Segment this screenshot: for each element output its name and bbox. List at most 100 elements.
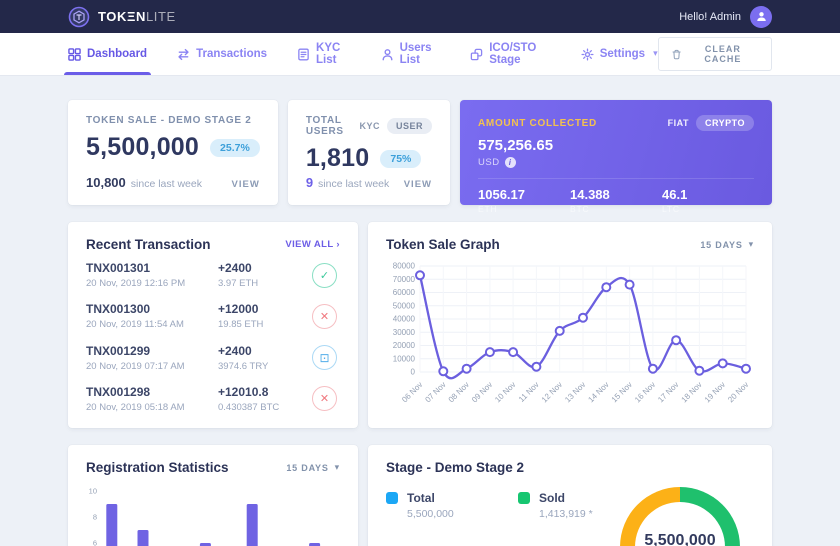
stage-title: Stage - Demo Stage 2 bbox=[386, 460, 525, 475]
stats-row: TOKEN SALE - DEMO STAGE 2 5,500,000 25.7… bbox=[68, 100, 772, 214]
registration-statistics-card: Registration Statistics 15 DAYS ▾ 108642 bbox=[68, 445, 358, 546]
legend-swatch-total bbox=[386, 492, 398, 504]
legend-item-sold: Sold 1,413,919 * bbox=[518, 491, 618, 541]
total-users-card: TOTAL USERS KYC USER 1,810 75% 9 since la… bbox=[287, 100, 450, 205]
coin-value: 14.388 bbox=[570, 187, 610, 202]
line-range-dropdown[interactable]: 15 DAYS ▾ bbox=[700, 240, 754, 250]
coin-eth: 1056.17 ETH bbox=[478, 187, 570, 214]
brand-logo[interactable]: TOKΞNLITE bbox=[68, 6, 176, 28]
document-list-icon bbox=[298, 48, 309, 60]
svg-text:40000: 40000 bbox=[393, 315, 416, 324]
token-sale-view-link[interactable]: VIEW bbox=[231, 179, 260, 190]
delta-note: since last week bbox=[318, 178, 390, 190]
token-sale-graph-card: Token Sale Graph 15 DAYS ▾ 0 10000 20000 30… bbox=[368, 222, 772, 428]
nav-item-transactions[interactable]: Transactions bbox=[177, 33, 267, 75]
svg-text:70000: 70000 bbox=[393, 275, 416, 284]
chevron-down-icon: ▾ bbox=[653, 49, 658, 59]
clear-cache-button[interactable]: CLEAR CACHE bbox=[657, 37, 772, 71]
amount-value: 575,256.65 bbox=[478, 137, 554, 154]
tx-id: TNX001300 bbox=[86, 302, 151, 317]
transaction-row[interactable]: TNX001301 20 Nov, 2019 12:16 PM +2400 3.97… bbox=[86, 261, 340, 289]
svg-text:6: 6 bbox=[93, 539, 97, 546]
transaction-row[interactable]: TNX001300 20 Nov, 2019 11:54 AM +12000 19.… bbox=[86, 302, 340, 330]
tx-amount: +2400 bbox=[218, 343, 252, 358]
svg-text:30000: 30000 bbox=[393, 328, 416, 337]
nav-label: KYC List bbox=[316, 42, 341, 66]
coin-value: 46.1 bbox=[662, 187, 688, 202]
svg-text:10 Nov: 10 Nov bbox=[493, 380, 517, 404]
stage-donut-chart: 5,500,000 TLE bbox=[620, 487, 740, 546]
greeting-text: Hello! Admin bbox=[679, 10, 741, 23]
fiat-toggle[interactable]: FIAT bbox=[667, 118, 689, 128]
amount-collected-title: AMOUNT COLLECTED bbox=[478, 117, 597, 129]
tokenlite-logo-icon bbox=[68, 6, 90, 27]
donut-ring bbox=[620, 487, 740, 546]
legend-label: Total bbox=[407, 491, 435, 505]
nav-item-settings[interactable]: Settings ▾ bbox=[581, 33, 658, 75]
nav-item-ico-sto-stage[interactable]: ICO/STO Stage bbox=[470, 33, 550, 75]
nav-label: Settings bbox=[599, 48, 646, 60]
tx-id: TNX001299 bbox=[86, 343, 151, 358]
amount-collected-card: AMOUNT COLLECTED FIAT CRYPTO 575,256.65 … bbox=[460, 100, 772, 214]
user-avatar[interactable] bbox=[750, 5, 772, 28]
tx-id: TNX001298 bbox=[86, 384, 151, 399]
recent-transactions-card: Recent Transaction VIEW ALL › TNX001301 2… bbox=[68, 222, 358, 428]
tx-status-pending-icon: ⊡ bbox=[312, 345, 337, 371]
svg-text:14 Nov: 14 Nov bbox=[586, 380, 610, 404]
registration-bar-chart: 108642 bbox=[89, 487, 321, 546]
token-sale-percent-badge: 25.7% bbox=[210, 138, 260, 157]
transactions-title: Recent Transaction bbox=[86, 237, 211, 252]
tx-date: 20 Nov, 2019 11:54 AM bbox=[86, 319, 184, 331]
total-users-percent-badge: 75% bbox=[380, 149, 422, 168]
amount-currency: USD bbox=[478, 157, 500, 168]
svg-text:8: 8 bbox=[93, 513, 97, 522]
nav-item-users-list[interactable]: Users List bbox=[381, 33, 441, 75]
legend-value: 1,413,919 * bbox=[539, 508, 593, 520]
tx-status-failed-icon: ✕ bbox=[312, 303, 337, 329]
transaction-row[interactable]: TNX001299 20 Nov, 2019 07:17 AM +2400 3974… bbox=[86, 344, 340, 372]
legend-value: 5,500,000 bbox=[407, 508, 454, 520]
total-users-delta: 9 bbox=[305, 175, 314, 190]
transaction-row[interactable]: TNX001298 20 Nov, 2019 05:18 AM +12010.8 0… bbox=[86, 385, 340, 413]
crypto-toggle[interactable]: CRYPTO bbox=[695, 115, 754, 131]
legend-label: Sold bbox=[539, 491, 565, 505]
stage-card: Stage - Demo Stage 2 Total 5,500,000 Sold… bbox=[368, 445, 772, 546]
dashboard-grid-icon bbox=[68, 47, 81, 61]
tx-date: 20 Nov, 2019 07:17 AM bbox=[86, 360, 185, 372]
svg-text:18 Nov: 18 Nov bbox=[680, 380, 704, 404]
kyc-toggle[interactable]: KYC bbox=[359, 121, 380, 131]
svg-text:09 Nov: 09 Nov bbox=[470, 380, 494, 404]
dashboard-content: TOKEN SALE - DEMO STAGE 2 5,500,000 25.7… bbox=[0, 76, 840, 546]
tx-amount: +2400 bbox=[218, 261, 252, 275]
user-toggle[interactable]: USER bbox=[386, 118, 432, 134]
total-users-value: 1,810 bbox=[305, 144, 370, 172]
svg-text:15 Nov: 15 Nov bbox=[610, 380, 634, 404]
nav-item-kyc-list[interactable]: KYC List bbox=[297, 33, 351, 75]
nav-label: Transactions bbox=[196, 48, 268, 60]
tx-date: 20 Nov, 2019 05:18 AM bbox=[86, 401, 185, 413]
main-nav: Dashboard Transactions KYC List Users Li… bbox=[0, 33, 840, 76]
svg-text:50000: 50000 bbox=[393, 301, 416, 310]
range-label: 15 DAYS bbox=[700, 239, 743, 250]
trash-icon bbox=[672, 49, 681, 59]
coin-btc: 14.388 BTC bbox=[570, 187, 662, 214]
middle-row: Recent Transaction VIEW ALL › TNX001301 2… bbox=[68, 222, 772, 428]
view-all-link[interactable]: VIEW ALL › bbox=[285, 239, 340, 250]
bar-range-dropdown[interactable]: 15 DAYS ▾ bbox=[286, 463, 340, 473]
token-sale-line-chart: 0 10000 20000 30000 40000 50000 60000 70000 8000… bbox=[393, 262, 751, 404]
chevron-down-icon: ▾ bbox=[334, 462, 340, 473]
token-sale-value: 5,500,000 bbox=[86, 133, 200, 161]
nav-label: Users List bbox=[399, 42, 432, 66]
svg-text:10000: 10000 bbox=[393, 354, 416, 363]
svg-text:13 Nov: 13 Nov bbox=[563, 380, 587, 404]
tx-sub-amount: 3.97 ETH bbox=[218, 278, 259, 289]
total-users-title: TOTAL USERS bbox=[305, 115, 344, 137]
nav-item-dashboard[interactable]: Dashboard bbox=[63, 33, 152, 75]
total-users-view-link[interactable]: VIEW bbox=[403, 179, 432, 190]
token-sale-delta: 10,800 bbox=[86, 175, 126, 190]
coin-value: 1056.17 bbox=[478, 187, 525, 202]
info-icon[interactable]: i bbox=[504, 157, 516, 168]
svg-text:20 Nov: 20 Nov bbox=[726, 380, 750, 404]
svg-text:80000: 80000 bbox=[393, 262, 416, 271]
registration-statistics-title: Registration Statistics bbox=[86, 460, 229, 475]
